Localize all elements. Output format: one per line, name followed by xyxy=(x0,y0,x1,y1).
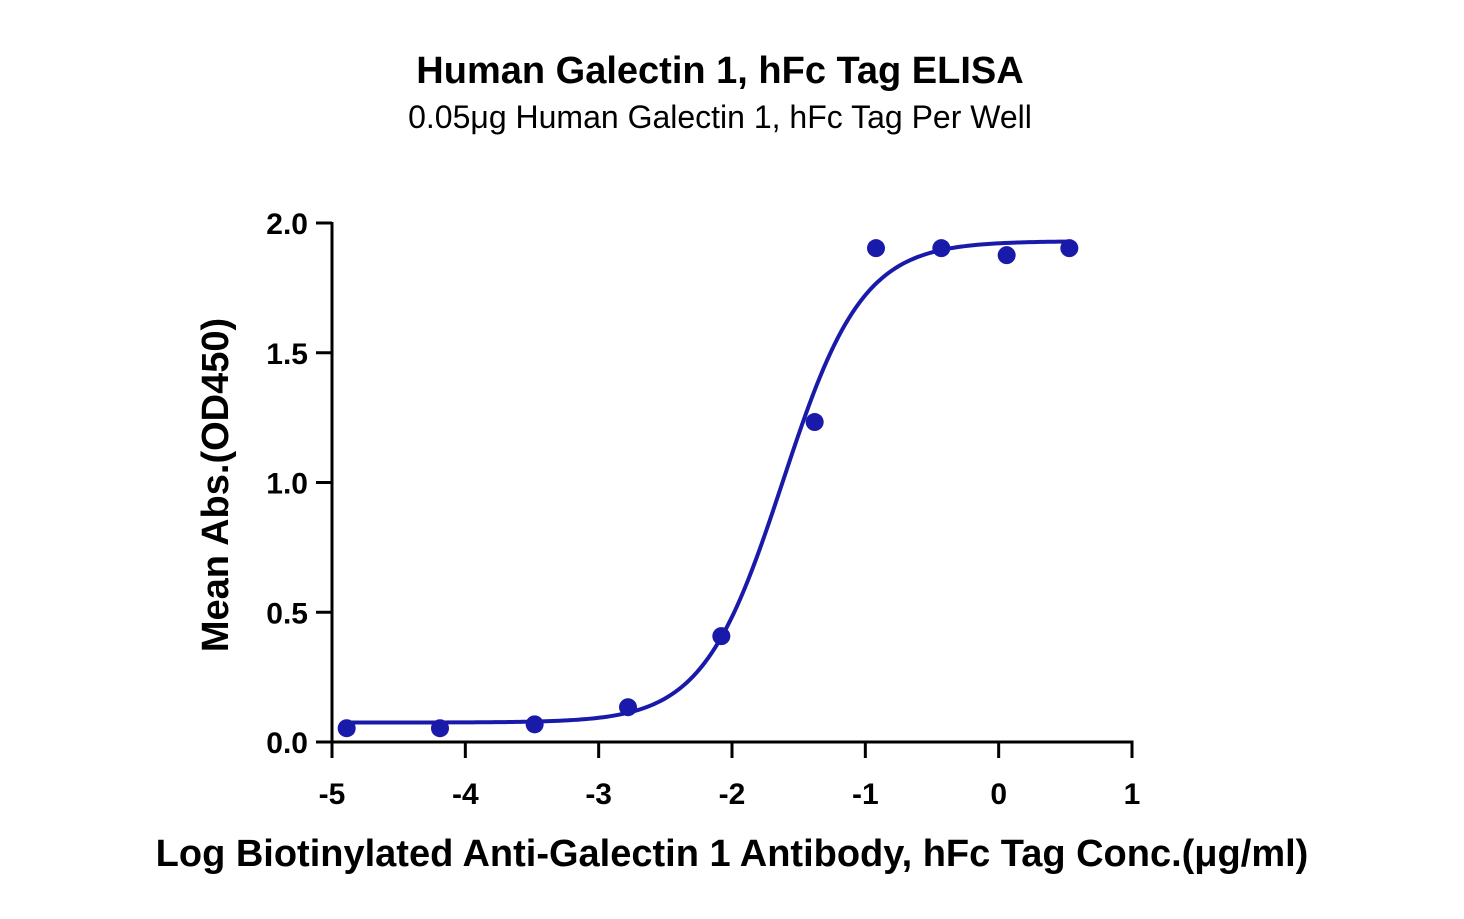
x-tick-label: -3 xyxy=(585,778,612,811)
y-tick-label: 1.0 xyxy=(266,468,308,501)
fit-curve-line xyxy=(346,239,1070,725)
x-tick-label: 1 xyxy=(1124,778,1141,811)
x-tick-label: -4 xyxy=(452,778,479,811)
x-tick-label: -2 xyxy=(719,778,746,811)
y-tick-label: 2.0 xyxy=(266,208,308,241)
y-axis: 0.0 0.5 1.0 1.5 2.0 xyxy=(266,208,334,760)
x-axis: -5 -4 -3 -2 -1 0 1 xyxy=(319,740,1141,811)
chart-subtitle: 0.05μg Human Galectin 1, hFc Tag Per Wel… xyxy=(408,99,1032,135)
data-point xyxy=(1060,239,1079,258)
x-axis-label: Log Biotinylated Anti-Galectin 1 Antibod… xyxy=(156,833,1309,875)
data-point xyxy=(997,246,1016,265)
x-tick-label: 0 xyxy=(990,778,1007,811)
data-point xyxy=(431,719,449,738)
data-point xyxy=(932,239,951,258)
data-points-layer xyxy=(337,239,1079,738)
y-tick-label: 1.5 xyxy=(266,338,308,371)
data-point xyxy=(712,627,731,646)
chart-title: Human Galectin 1, hFc Tag ELISA xyxy=(416,50,1023,92)
x-tick-label: -5 xyxy=(319,778,346,811)
data-point xyxy=(525,715,544,734)
x-tick-label: -1 xyxy=(852,778,879,811)
data-point xyxy=(805,413,824,432)
data-point xyxy=(867,239,885,258)
y-tick-label: 0.5 xyxy=(266,597,308,630)
y-tick-label: 0.0 xyxy=(266,727,308,760)
data-point xyxy=(337,719,356,738)
fit-curve-layer xyxy=(346,239,1070,725)
data-point xyxy=(619,698,637,717)
y-axis-label: Mean Abs.(OD450) xyxy=(195,318,237,652)
